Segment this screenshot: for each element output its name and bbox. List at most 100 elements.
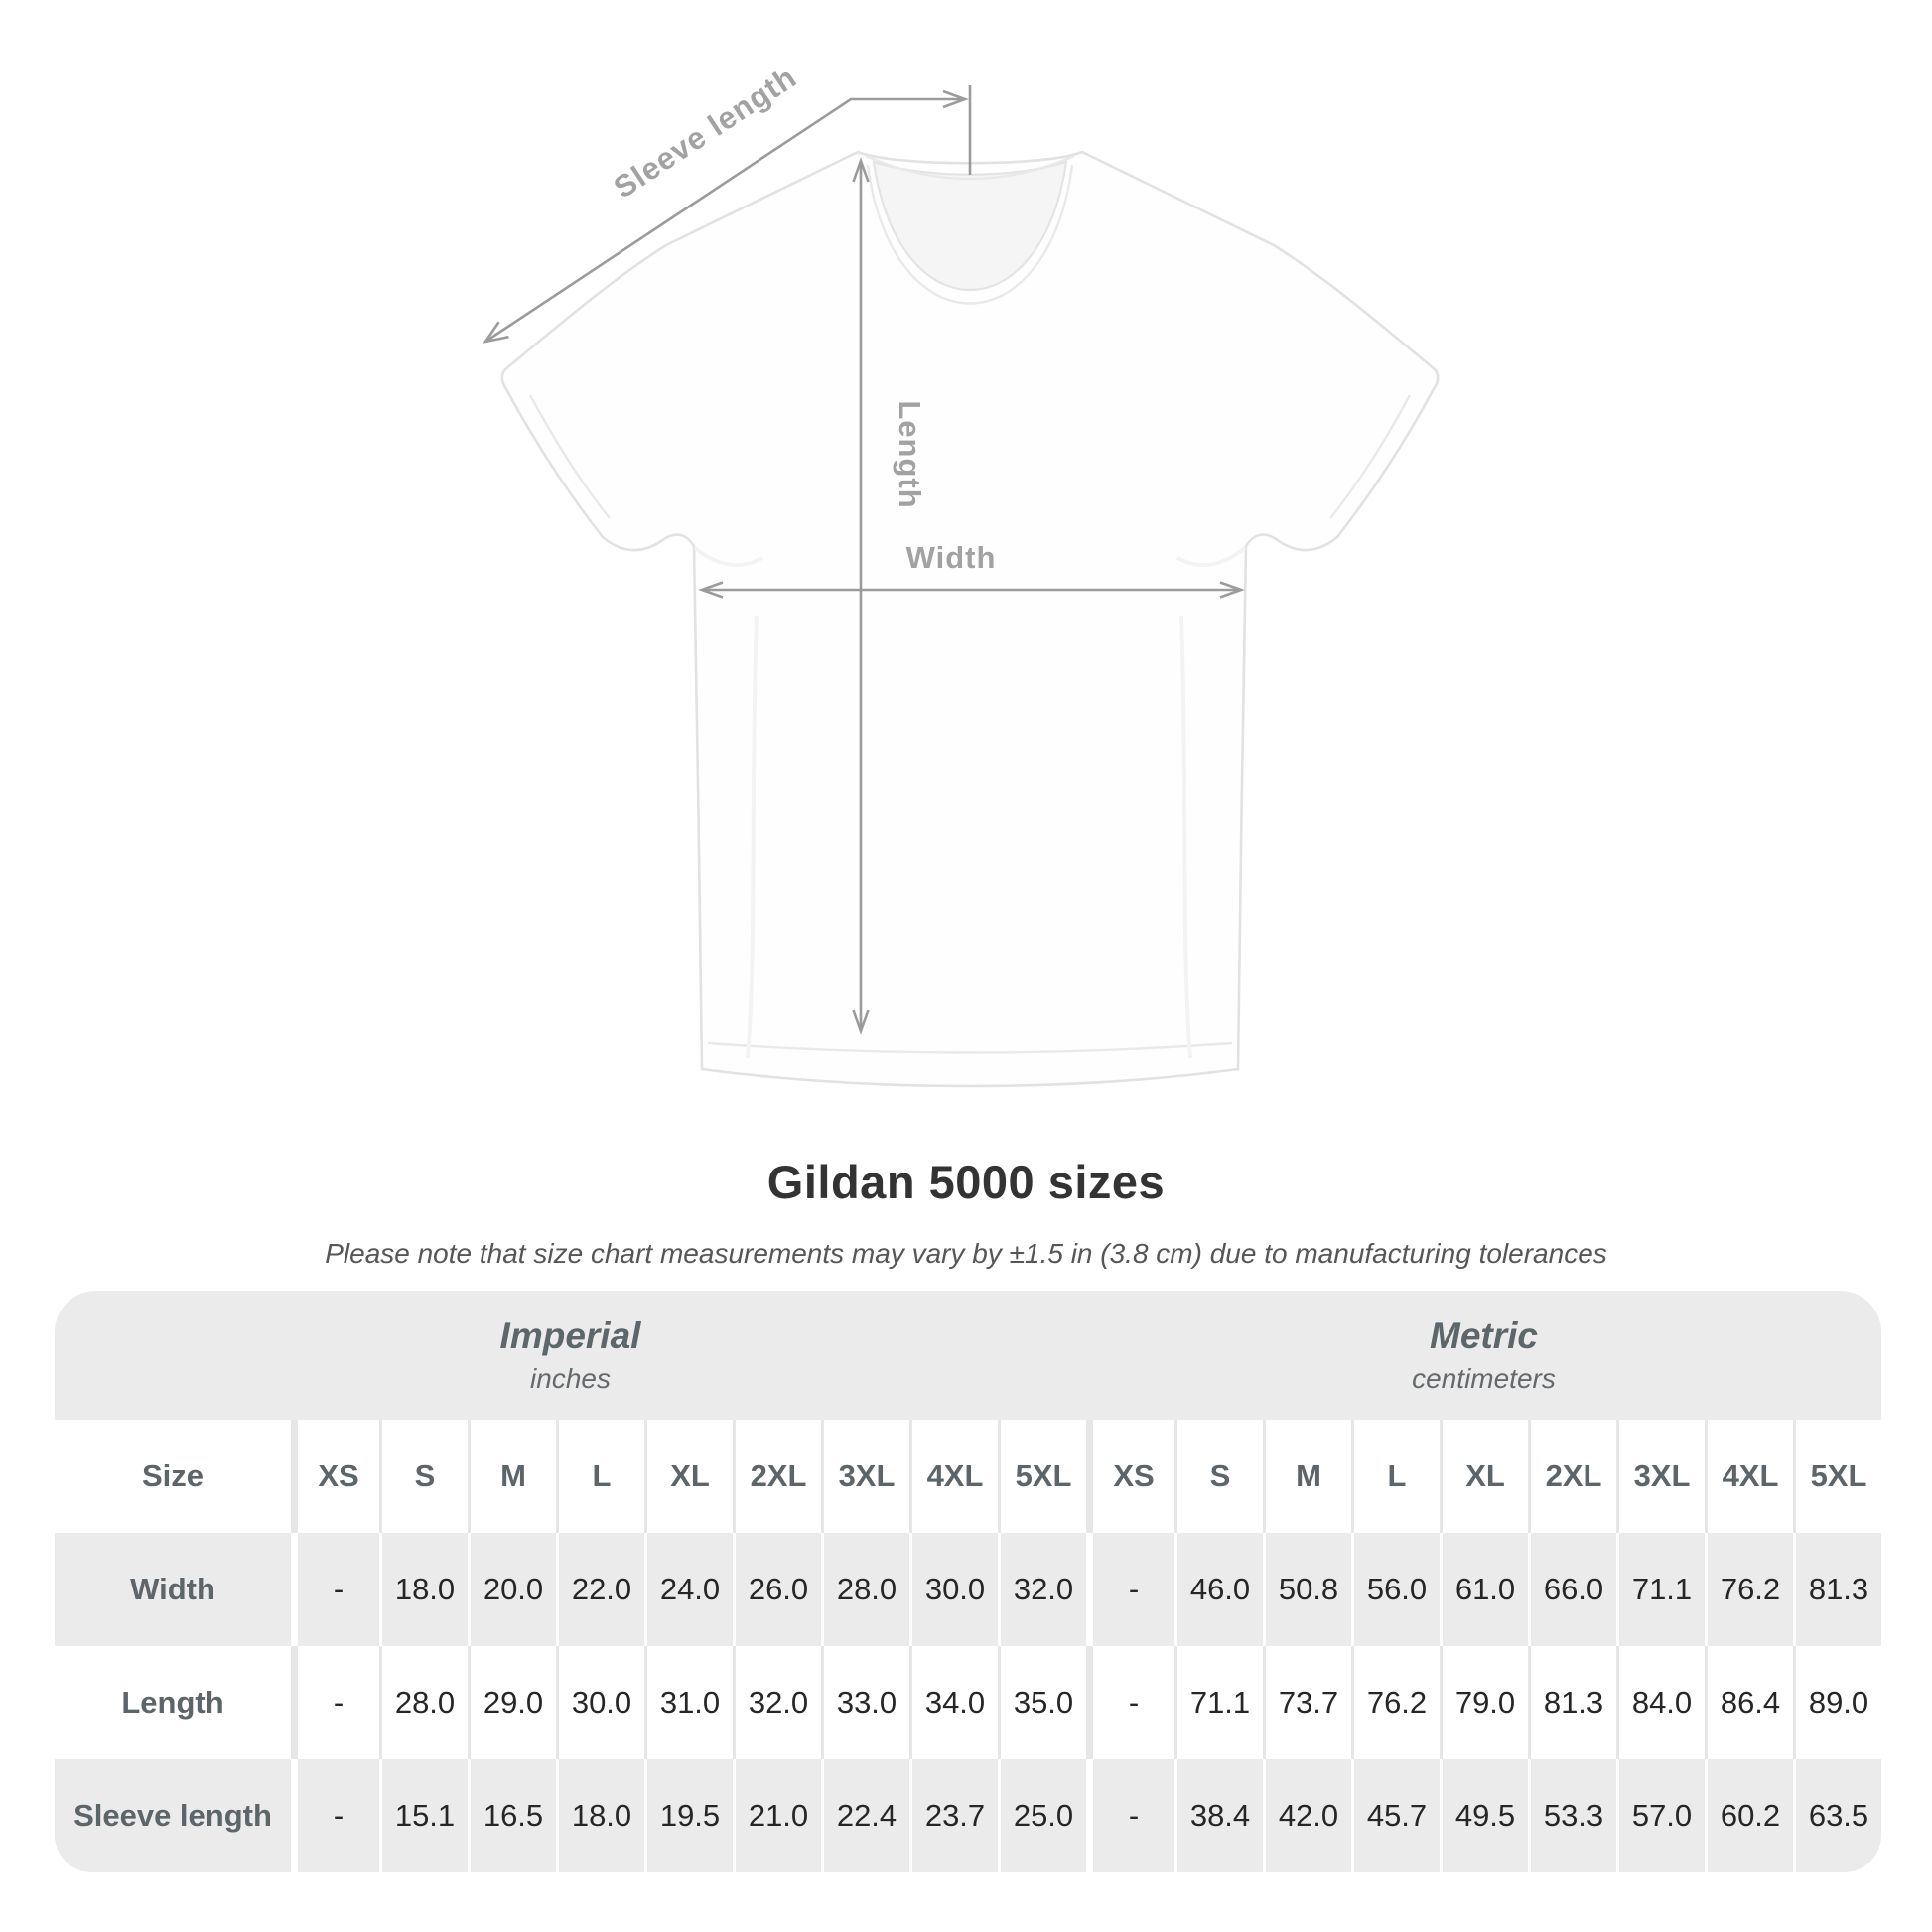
measurement-value: 46.0 bbox=[1174, 1533, 1263, 1646]
measurement-value: 34.0 bbox=[909, 1646, 998, 1759]
size-column-header: S bbox=[379, 1420, 468, 1533]
size-table: Imperial inches Metric centimeters Size X… bbox=[55, 1291, 1881, 1872]
measurement-value: 61.0 bbox=[1440, 1533, 1528, 1646]
fabric-fold bbox=[1176, 546, 1247, 567]
measurement-value: 84.0 bbox=[1616, 1646, 1705, 1759]
size-column-header: 3XL bbox=[821, 1420, 909, 1533]
measurement-value: 32.0 bbox=[733, 1646, 821, 1759]
measurement-value: 71.1 bbox=[1616, 1533, 1705, 1646]
size-column-header: L bbox=[556, 1420, 644, 1533]
size-column-header: 2XL bbox=[1528, 1420, 1616, 1533]
size-header-row: Size XS S M L XL 2XL 3XL 4XL 5XL XS S M L XL 2XL 3XL 4XL 5… bbox=[55, 1420, 1881, 1533]
row-label: Sleeve length bbox=[73, 1798, 272, 1833]
measurement-value: 60.2 bbox=[1705, 1759, 1793, 1872]
measurement-value: 21.0 bbox=[733, 1759, 821, 1872]
page-title: Gildan 5000 sizes bbox=[766, 1156, 1166, 1208]
measurement-row: Width -18.0 20.0 22.0 24.0 26.0 28.0 30.0 32.0-4… bbox=[55, 1533, 1881, 1646]
left-cuff-stitch bbox=[528, 394, 611, 519]
measurement-value: 81.3 bbox=[1528, 1646, 1616, 1759]
unit-header-band: Imperial inches Metric centimeters bbox=[55, 1291, 1881, 1420]
tshirt-graphic bbox=[500, 150, 1440, 1088]
measurement-value: 31.0 bbox=[644, 1646, 733, 1759]
metric-unit: centimeters bbox=[1412, 1363, 1556, 1395]
size-column-header: M bbox=[468, 1420, 556, 1533]
measurement-value: 63.5 bbox=[1793, 1759, 1881, 1872]
measurement-value: 32.0 bbox=[998, 1533, 1086, 1646]
measurement-value: 18.0 bbox=[556, 1759, 644, 1872]
measurement-value: 24.0 bbox=[644, 1533, 733, 1646]
measurement-value: 26.0 bbox=[733, 1533, 821, 1646]
measurement-value: 57.0 bbox=[1616, 1759, 1705, 1872]
measurement-value: 50.8 bbox=[1263, 1533, 1351, 1646]
measurement-value: 18.0 bbox=[379, 1533, 468, 1646]
measurement-value: 89.0 bbox=[1793, 1646, 1881, 1759]
measurement-value: - bbox=[291, 1533, 379, 1646]
measurement-value: 76.2 bbox=[1705, 1533, 1793, 1646]
fabric-fold bbox=[746, 615, 759, 1059]
measurement-value: 19.5 bbox=[644, 1759, 733, 1872]
measurement-value: - bbox=[1086, 1533, 1174, 1646]
measurement-value: 20.0 bbox=[468, 1533, 556, 1646]
back-collar-edge bbox=[865, 154, 1075, 181]
tshirt-body bbox=[500, 150, 1440, 1088]
measurement-value: 45.7 bbox=[1351, 1759, 1440, 1872]
size-column-header: 2XL bbox=[733, 1420, 821, 1533]
measurement-value: - bbox=[291, 1759, 379, 1872]
fabric-fold bbox=[1179, 615, 1192, 1059]
size-column-header: L bbox=[1351, 1420, 1440, 1533]
size-column-header: 5XL bbox=[1793, 1420, 1881, 1533]
size-table-grid: Size XS S M L XL 2XL 3XL 4XL 5XL XS S M L XL 2XL 3XL 4XL 5… bbox=[55, 1420, 1881, 1872]
width-arrow bbox=[698, 581, 1245, 599]
measurement-value: 53.3 bbox=[1528, 1759, 1616, 1872]
measurement-value: 30.0 bbox=[556, 1646, 644, 1759]
size-column-header: XL bbox=[1440, 1420, 1528, 1533]
collar-seam bbox=[866, 164, 1074, 305]
width-label: Width bbox=[906, 540, 997, 575]
row-label: Size bbox=[141, 1458, 205, 1493]
measurement-value: 38.4 bbox=[1174, 1759, 1263, 1872]
length-arrow bbox=[852, 157, 870, 1035]
measurement-value: 49.5 bbox=[1440, 1759, 1528, 1872]
size-column-header: M bbox=[1263, 1420, 1351, 1533]
size-column-header: S bbox=[1174, 1420, 1263, 1533]
tolerance-note: Please note that size chart measurements… bbox=[325, 1238, 1607, 1269]
measurement-value: 73.7 bbox=[1263, 1646, 1351, 1759]
measurement-value: 56.0 bbox=[1351, 1533, 1440, 1646]
measurement-value: 86.4 bbox=[1705, 1646, 1793, 1759]
right-cuff-stitch bbox=[1329, 394, 1412, 519]
sleeve-length-label: Sleeve length bbox=[608, 60, 803, 206]
measurement-value: 16.5 bbox=[468, 1759, 556, 1872]
imperial-unit: inches bbox=[530, 1363, 611, 1395]
measurement-value: 22.4 bbox=[821, 1759, 909, 1872]
measurement-value: - bbox=[1086, 1646, 1174, 1759]
unit-group-imperial: Imperial inches bbox=[55, 1291, 1086, 1420]
measurement-value: 29.0 bbox=[468, 1646, 556, 1759]
sleeve-length-arrow bbox=[483, 85, 972, 344]
row-label: Width bbox=[130, 1572, 215, 1606]
tshirt-measurement-diagram: Sleeve length Length Width bbox=[483, 60, 1440, 1088]
measurement-value: 71.1 bbox=[1174, 1646, 1263, 1759]
metric-label: Metric bbox=[1430, 1314, 1538, 1356]
measurement-value: 30.0 bbox=[909, 1533, 998, 1646]
measurement-value: 79.0 bbox=[1440, 1646, 1528, 1759]
row-label: Length bbox=[121, 1685, 224, 1720]
imperial-label: Imperial bbox=[499, 1314, 641, 1356]
measurement-value: - bbox=[291, 1646, 379, 1759]
measurement-value: 15.1 bbox=[379, 1759, 468, 1872]
measurement-value: 42.0 bbox=[1263, 1759, 1351, 1872]
measurement-value: 25.0 bbox=[998, 1759, 1086, 1872]
tshirt-neck-opening bbox=[872, 160, 1068, 291]
measurement-value: 33.0 bbox=[821, 1646, 909, 1759]
measurement-value: 22.0 bbox=[556, 1533, 644, 1646]
unit-group-metric: Metric centimeters bbox=[1086, 1291, 1881, 1420]
size-column-header: 3XL bbox=[1616, 1420, 1705, 1533]
size-column-header: XS bbox=[291, 1420, 379, 1533]
measurement-value: 23.7 bbox=[909, 1759, 998, 1872]
size-column-header: XS bbox=[1086, 1420, 1174, 1533]
measurement-row: Length -28.0 29.0 30.0 31.0 32.0 33.0 34.0 35.0-… bbox=[55, 1646, 1881, 1759]
size-column-header: 5XL bbox=[998, 1420, 1086, 1533]
size-column-header: 4XL bbox=[909, 1420, 998, 1533]
hem-stitch bbox=[707, 1041, 1233, 1054]
size-column-header: 4XL bbox=[1705, 1420, 1793, 1533]
